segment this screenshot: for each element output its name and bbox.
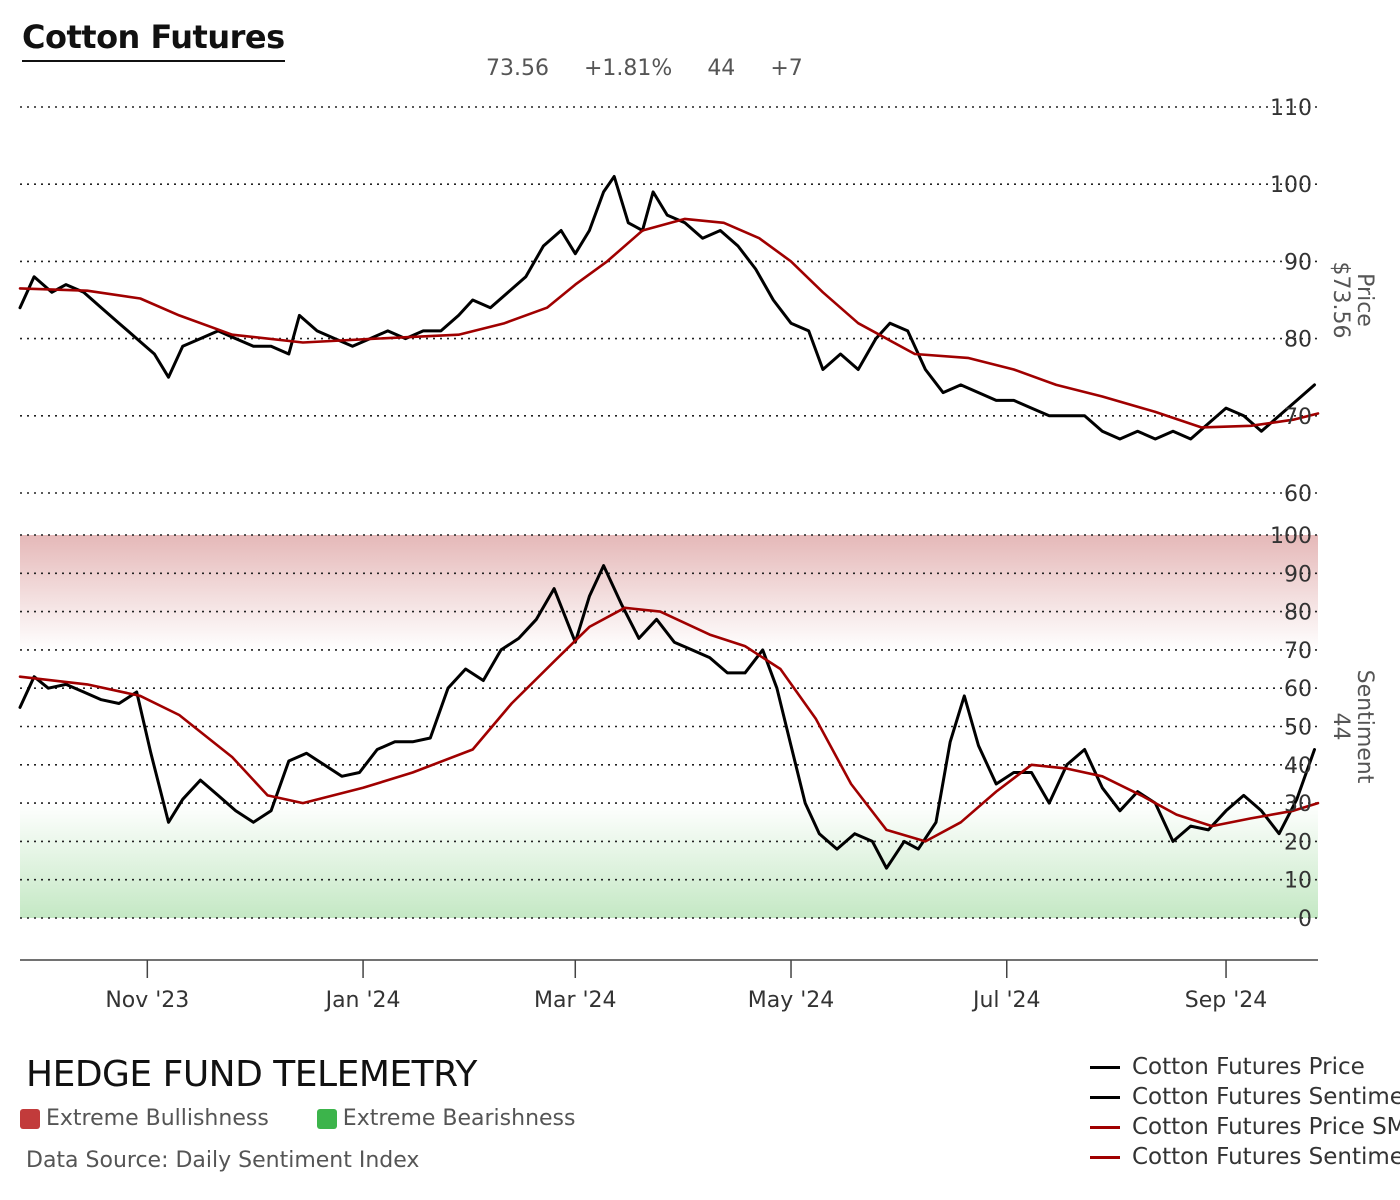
- x-tick-label: Nov '23: [105, 988, 189, 1013]
- sentiment-tick-label: 10: [1284, 869, 1312, 894]
- zone-legend-bullish: Extreme Bullishness: [20, 1106, 269, 1131]
- stats-bar: 73.56 +1.81% 44 +7: [486, 56, 831, 81]
- zone-legend: Extreme Bullishness Extreme Bearishness: [20, 1106, 575, 1131]
- legend-swatch: [1090, 1155, 1120, 1159]
- bearish-label: Extreme Bearishness: [342, 1106, 576, 1131]
- sentiment-sma-line: [18, 606, 1320, 843]
- axis-layer: 60 70 80 90 100 110 Price$73.56 0 10 20 30 40 50 60 70…: [20, 96, 1377, 1013]
- legend-swatch: [1090, 1095, 1120, 1099]
- sentiment-tick-label: 70: [1284, 639, 1312, 664]
- price-axis-title: Price: [1352, 273, 1377, 327]
- price-axis-label-group: Price$73.56: [1328, 262, 1377, 339]
- stat-change: +1.81%: [583, 56, 673, 81]
- grid-layer: [20, 106, 1318, 919]
- bearish-swatch: [316, 1108, 337, 1129]
- sentiment-tick-label: 60: [1284, 677, 1312, 702]
- price-tick-label: 90: [1284, 250, 1312, 275]
- bullish-label: Extreme Bullishness: [46, 1106, 269, 1131]
- sentiment-tick-label: 40: [1284, 754, 1312, 779]
- sentiment-series-line: [18, 564, 1316, 870]
- sentiment-tick-label: 100: [1270, 524, 1312, 549]
- data-source: Data Source: Daily Sentiment Index: [26, 1148, 420, 1173]
- zone-extreme-bearishness: [20, 803, 1318, 918]
- sentiment-tick-label: 90: [1284, 562, 1312, 587]
- legend-swatch: [1090, 1125, 1120, 1129]
- legend-item-price-sma[interactable]: Cotton Futures Price SMA: [1090, 1112, 1400, 1142]
- sentiment-axis-value: 44: [1328, 713, 1353, 741]
- legend-label: Cotton Futures Sentiment SMA: [1132, 1144, 1400, 1170]
- sentiment-tick-label: 0: [1298, 907, 1312, 932]
- sentiment-tick-label: 30: [1284, 792, 1312, 817]
- legend-swatch: [1090, 1065, 1120, 1069]
- price-sma-line: [18, 217, 1320, 429]
- legend-item-sentiment[interactable]: Cotton Futures Sentiment: [1090, 1082, 1400, 1112]
- stat-sentiment: 44: [707, 56, 736, 81]
- legend-label: Cotton Futures Price SMA: [1132, 1114, 1400, 1140]
- legend-item-price[interactable]: Cotton Futures Price: [1090, 1052, 1400, 1082]
- price-tick-label: 80: [1284, 328, 1312, 353]
- legend-item-sentiment-sma[interactable]: Cotton Futures Sentiment SMA: [1090, 1142, 1400, 1172]
- zone-extreme-bullishness: [20, 535, 1318, 650]
- series-legend: Cotton Futures Price Cotton Futures Sent…: [1090, 1052, 1400, 1172]
- x-tick-label: Sep '24: [1185, 988, 1268, 1013]
- brand-name: HEDGE FUND TELEMETRY: [26, 1054, 477, 1095]
- price-tick-label: 60: [1284, 482, 1312, 507]
- legend-label: Cotton Futures Sentiment: [1132, 1084, 1400, 1110]
- zones-layer: [20, 535, 1318, 918]
- x-tick-label: Jan '24: [324, 988, 401, 1013]
- legend-label: Cotton Futures Price: [1132, 1054, 1365, 1080]
- bullish-swatch: [20, 1108, 40, 1129]
- price-tick-label: 100: [1270, 173, 1312, 198]
- x-tick-label: Mar '24: [534, 988, 617, 1013]
- price-series-line: [18, 175, 1316, 441]
- x-tick-label: Jul '24: [971, 988, 1041, 1013]
- sentiment-tick-label: 80: [1284, 601, 1312, 626]
- zone-legend-bearish: Extreme Bearishness: [316, 1106, 576, 1131]
- sentiment-tick-label: 20: [1284, 830, 1312, 855]
- series-layer: [18, 175, 1320, 870]
- price-axis-value: $73.56: [1328, 262, 1353, 339]
- stat-price: 73.56: [486, 56, 549, 81]
- x-tick-label: May '24: [748, 988, 835, 1013]
- chart-canvas: 60 70 80 90 100 110 Price$73.56 0 10 20 30 40 50 60 70…: [18, 96, 1377, 1013]
- chart-title: Cotton Futures: [22, 18, 285, 62]
- price-tick-label: 110: [1270, 96, 1312, 121]
- sentiment-axis-title: Sentiment: [1352, 670, 1377, 784]
- stat-sentiment-change: +7: [770, 56, 803, 81]
- price-tick-label: 70: [1284, 405, 1312, 430]
- sentiment-tick-label: 50: [1284, 716, 1312, 741]
